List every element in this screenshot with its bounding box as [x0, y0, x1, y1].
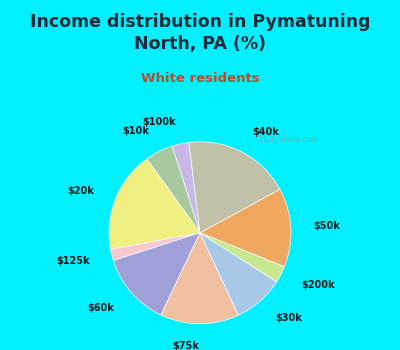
Wedge shape — [172, 142, 200, 233]
Wedge shape — [200, 233, 284, 282]
Wedge shape — [200, 233, 277, 315]
Text: $200k: $200k — [301, 280, 335, 290]
Text: $50k: $50k — [314, 221, 340, 231]
Text: $40k: $40k — [252, 127, 279, 136]
Text: $20k: $20k — [68, 186, 94, 196]
Text: $100k: $100k — [142, 117, 176, 127]
Wedge shape — [147, 146, 200, 233]
Text: $30k: $30k — [275, 313, 302, 323]
Wedge shape — [189, 142, 280, 233]
Wedge shape — [109, 159, 200, 250]
Text: ⓘ City-Data.com: ⓘ City-Data.com — [257, 135, 319, 145]
Wedge shape — [200, 189, 291, 267]
Text: $10k: $10k — [122, 126, 149, 136]
Text: $60k: $60k — [88, 303, 114, 313]
Text: White residents: White residents — [141, 72, 259, 85]
Wedge shape — [161, 233, 238, 324]
Wedge shape — [113, 233, 200, 315]
Text: Income distribution in Pymatuning
North, PA (%): Income distribution in Pymatuning North,… — [30, 13, 370, 53]
Text: $125k: $125k — [56, 256, 90, 266]
Wedge shape — [110, 233, 200, 260]
Text: $75k: $75k — [173, 342, 200, 350]
